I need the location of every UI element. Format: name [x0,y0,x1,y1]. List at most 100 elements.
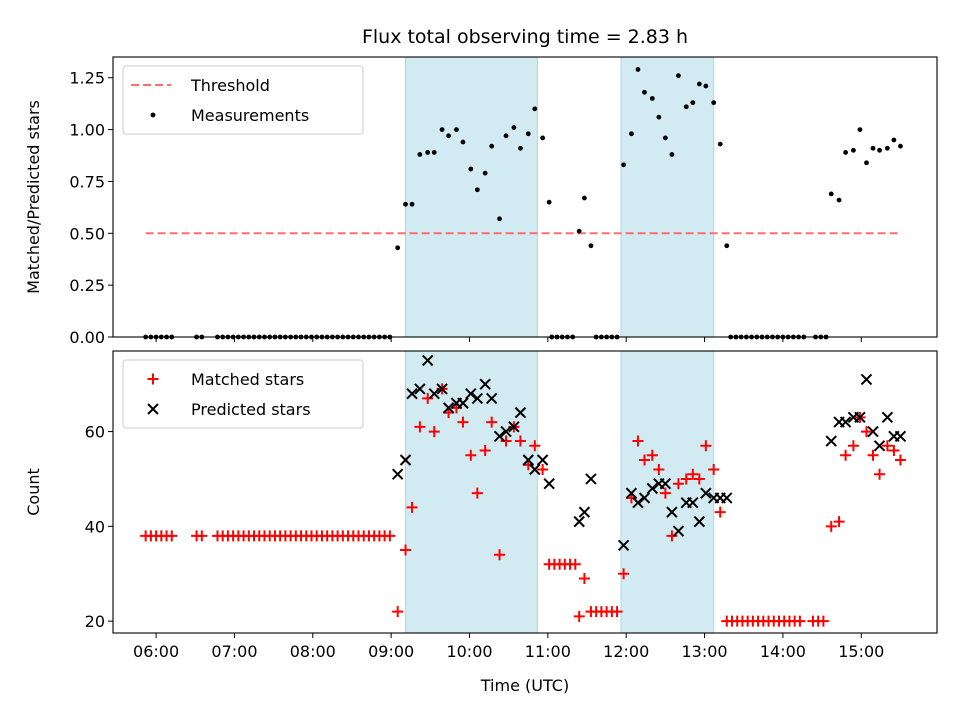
data-point [646,482,659,495]
data-point [724,243,730,249]
data-point [465,449,477,461]
data-point [196,530,208,542]
data-point [642,89,647,95]
data-point [874,468,886,480]
data-point [687,468,699,480]
data-point [518,145,523,151]
data-point [578,572,590,584]
y-tick-label: 1.25 [69,69,105,88]
data-point [840,449,852,461]
data-point [392,606,404,618]
data-point [659,487,671,499]
data-point [666,506,678,518]
data-point [511,125,517,130]
data-point [503,133,509,139]
shaded-interval [405,56,538,338]
data-point [414,421,426,433]
x-tick-label: 11:00 [525,642,571,661]
data-point [446,133,452,139]
x-tick-label: 06:00 [133,642,179,661]
data-point [638,454,650,466]
data-point [884,145,890,151]
data-point [529,463,541,476]
data-point [721,492,733,504]
chart-title: Flux total observing time = 2.83 h [362,26,688,48]
data-point [543,477,555,490]
data-point [166,530,178,542]
series-predicted-stars [391,354,907,552]
data-point [659,477,672,490]
data-point [474,187,480,193]
data-point [497,216,502,222]
data-point [436,383,448,395]
data-point [676,73,681,79]
data-point [638,492,651,504]
legend-box [122,359,364,429]
data-point [431,150,437,155]
data-point [400,544,412,556]
data-point [854,411,866,424]
data-point [471,487,483,499]
data-point [460,139,466,145]
data-point [409,201,415,207]
legend-label: Matched stars [191,370,304,389]
data-point [532,106,538,112]
x-tick-label: 13:00 [682,642,728,661]
data-point [582,195,587,201]
y-tick-label: 1.00 [69,121,105,140]
data-point [836,197,842,203]
data-point [683,104,689,110]
data-point [894,430,907,443]
data-point [687,496,699,509]
data-point [625,487,638,499]
axes-frame [112,56,938,338]
data-point [403,201,408,207]
data-point [696,81,702,87]
legend-box [122,65,364,135]
data-point [669,152,675,157]
legend-label: Threshold [190,76,270,95]
data-point [711,100,717,106]
data-point [825,435,837,447]
data-point [617,539,630,552]
y-tick-label: 40 [85,517,105,536]
y-tick-label: 0.50 [69,224,105,243]
data-point [417,152,423,157]
data-point [428,426,440,438]
data-point [672,525,685,537]
data-point [632,496,644,509]
data-point [536,454,549,466]
data-point [573,515,585,528]
legend-label: Predicted stars [191,400,311,419]
x-tick-label: 09:00 [368,642,414,661]
x-tick-label: 10:00 [446,642,492,661]
data-point [578,506,591,518]
data-point [442,402,455,414]
data-point [500,425,512,438]
data-point [422,392,434,404]
data-point [585,473,597,485]
data-point [576,228,582,234]
data-point [457,416,469,428]
data-point [522,454,534,466]
data-point [708,463,720,475]
data-point [573,610,585,622]
y-axis-label: Matched/Predicted stars [24,100,43,294]
data-point [493,430,506,443]
data-point [828,191,834,197]
y-tick-label: 0.75 [69,172,105,191]
data-point [618,568,630,580]
data-point [457,397,469,409]
data-point [569,558,581,570]
shaded-interval [620,350,715,634]
data-point [656,114,662,120]
data-point [860,373,873,386]
data-point [666,530,678,542]
data-point [399,454,412,466]
data-point [439,127,445,132]
data-point [703,83,709,89]
y-axis-label: Count [24,468,43,516]
x-axis-label: Time (UTC) [480,676,569,695]
data-point [428,387,440,400]
data-point [857,127,863,132]
